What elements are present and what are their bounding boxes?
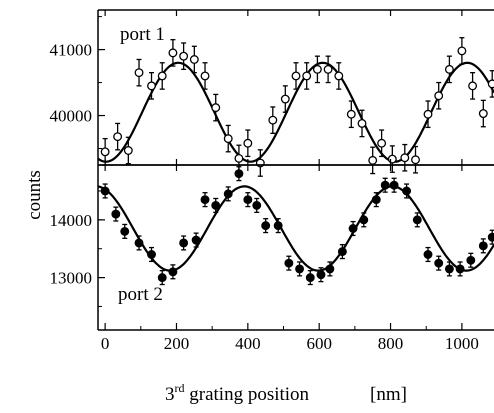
data-point xyxy=(134,68,144,78)
data-point xyxy=(389,180,399,190)
data-point xyxy=(123,146,133,155)
panel-label: port 1 xyxy=(120,24,165,45)
x-axis-title-main: grating position xyxy=(185,384,310,405)
data-point xyxy=(295,264,305,274)
data-point xyxy=(423,109,433,119)
data-point xyxy=(377,138,387,148)
data-point xyxy=(412,215,422,225)
data-point xyxy=(423,250,433,259)
data-point xyxy=(325,264,335,274)
data-point xyxy=(487,79,494,89)
data-point xyxy=(387,154,397,164)
data-point xyxy=(179,51,189,61)
data-point xyxy=(348,224,358,233)
y-tick-label: 14000 xyxy=(50,211,93,230)
data-point xyxy=(434,258,444,268)
data-point xyxy=(189,55,199,64)
bottom-panel: 13000 14000 port 2 xyxy=(50,164,494,318)
data-point xyxy=(455,264,465,274)
data-point xyxy=(243,195,253,205)
data-point xyxy=(234,169,244,179)
data-point xyxy=(337,247,347,257)
x-tick-label: 1000 xyxy=(445,334,479,353)
data-point xyxy=(147,81,156,91)
data-point xyxy=(411,155,420,165)
data-point xyxy=(371,195,381,205)
data-point xyxy=(312,64,322,74)
data-point xyxy=(457,46,467,56)
data-point xyxy=(147,250,156,259)
data-point xyxy=(252,200,262,210)
data-point xyxy=(191,235,201,245)
x-axis-title: 3rd grating position [nm] xyxy=(165,381,407,405)
data-point xyxy=(280,94,290,104)
y-axis-title: counts xyxy=(24,170,45,220)
data-point xyxy=(243,138,253,148)
data-point xyxy=(478,109,488,119)
top-panel: 40000 41000 port 1 xyxy=(50,9,494,177)
y-tick-label: 13000 xyxy=(50,269,93,288)
data-point xyxy=(100,186,110,196)
data-point xyxy=(223,134,233,144)
data-point xyxy=(316,270,326,280)
y-tick-label: 41000 xyxy=(50,41,93,60)
data-point xyxy=(359,215,369,225)
x-tick-label: 400 xyxy=(235,334,261,353)
data-point xyxy=(261,221,271,231)
x-axis-title-unit: [nm] xyxy=(370,384,407,405)
data-point xyxy=(157,71,167,81)
data-point xyxy=(168,48,178,58)
data-point xyxy=(179,238,189,248)
data-point xyxy=(380,180,390,190)
y-tick-label: 40000 xyxy=(50,107,93,126)
x-axis-title-superscript: rd xyxy=(175,381,185,395)
x-tick-label: 800 xyxy=(378,334,404,353)
data-point xyxy=(444,64,454,74)
x-axis-title-prefix: 3 xyxy=(165,384,175,405)
fit-curve xyxy=(97,185,494,272)
data-point xyxy=(200,195,210,205)
data-point xyxy=(157,273,167,283)
x-tick-label: 600 xyxy=(306,334,332,353)
x-tick-label: 200 xyxy=(164,334,190,353)
data-point xyxy=(223,189,233,199)
data-point xyxy=(120,226,130,236)
data-point xyxy=(478,241,488,251)
data-point xyxy=(302,71,312,81)
panel-label: port 2 xyxy=(118,284,163,305)
data-point xyxy=(273,221,283,231)
x-axis: 0 200 400 600 800 1000 xyxy=(97,159,494,353)
data-point xyxy=(368,155,378,165)
data-point xyxy=(100,147,110,157)
data-point xyxy=(291,71,301,81)
data-point xyxy=(113,132,123,142)
data-point xyxy=(444,264,454,274)
data-point xyxy=(357,118,367,128)
data-point xyxy=(400,153,410,163)
data-point xyxy=(346,109,356,119)
data-point xyxy=(284,258,294,268)
data-point xyxy=(402,186,412,196)
data-point xyxy=(211,103,221,113)
data-point xyxy=(487,232,494,242)
data-point xyxy=(111,209,121,219)
data-point xyxy=(268,115,278,125)
data-point xyxy=(211,200,221,210)
data-point xyxy=(468,81,478,91)
data-point xyxy=(305,273,315,283)
data-point xyxy=(334,71,344,81)
data-point xyxy=(234,153,244,163)
data-point xyxy=(134,238,144,248)
data-point xyxy=(200,71,210,81)
data-point xyxy=(168,267,178,277)
x-tick-label: 0 xyxy=(101,334,110,353)
data-point xyxy=(466,255,476,265)
data-point xyxy=(323,64,333,74)
data-point xyxy=(434,91,444,101)
